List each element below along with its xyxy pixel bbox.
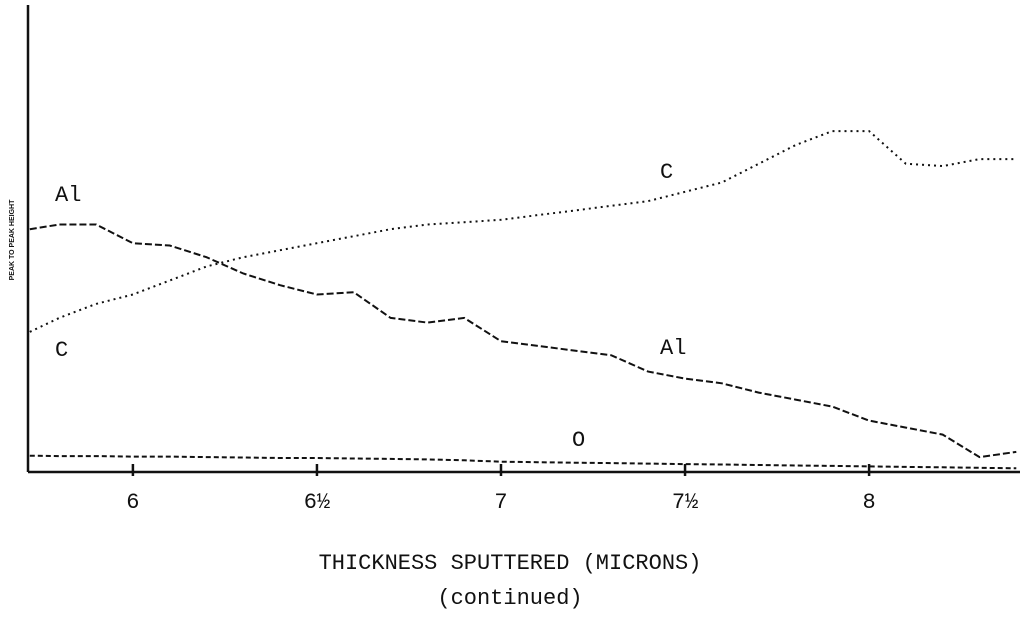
series-label: C xyxy=(55,338,68,363)
x-tick-label: 6 xyxy=(126,490,139,515)
x-tick-label: 7½ xyxy=(672,490,698,515)
series-line xyxy=(29,130,1017,333)
y-axis-label: PEAK TO PEAK HEIGHT xyxy=(9,199,16,280)
series-label: Al xyxy=(55,183,81,208)
note: (continued) xyxy=(437,586,582,611)
x-tick-label: 7 xyxy=(494,490,507,515)
x-tick-label: 6½ xyxy=(304,490,330,515)
series-label: Al xyxy=(660,336,686,361)
series-label: C xyxy=(660,160,673,185)
series-line xyxy=(29,223,1017,459)
x-axis-label: THICKNESS SPUTTERED (MICRONS) xyxy=(319,551,702,576)
series-label: O xyxy=(572,428,585,453)
series-line xyxy=(29,454,1017,470)
x-tick-label: 8 xyxy=(862,490,875,515)
